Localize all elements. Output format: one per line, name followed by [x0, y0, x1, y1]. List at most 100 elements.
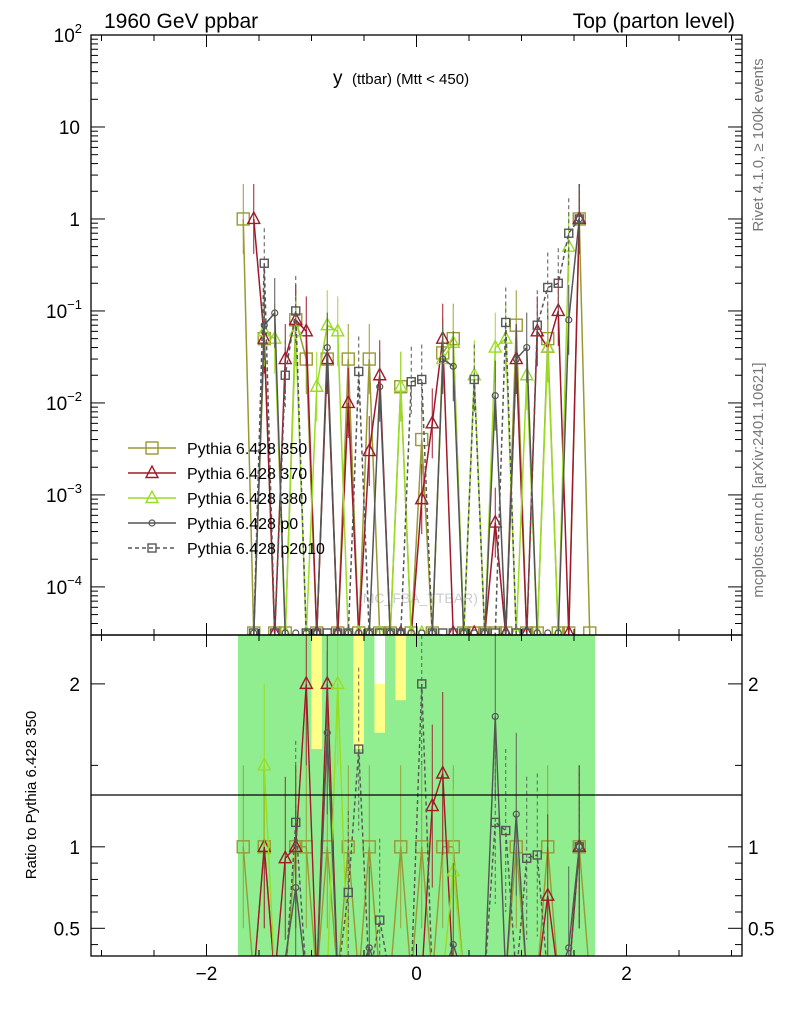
data-point [385, 628, 395, 635]
data-point [280, 370, 290, 380]
ratio-tick-label-right: 2 [748, 675, 759, 696]
data-point [246, 210, 261, 225]
header-left: 1960 GeV ppbar [104, 10, 258, 33]
data-point [414, 490, 429, 505]
green-band [553, 635, 564, 956]
data-point [271, 309, 279, 317]
y-tick-label: 1 [69, 210, 80, 231]
data-point [145, 441, 159, 455]
x-tick-label: 2 [621, 964, 632, 985]
data-point [439, 355, 447, 363]
ratio-line [285, 716, 580, 956]
series-3 [250, 183, 583, 635]
data-point [299, 675, 314, 690]
series-line [242, 218, 591, 635]
data-point [425, 414, 440, 429]
data-point [374, 624, 386, 635]
green-band [479, 635, 490, 956]
green-band [374, 732, 385, 956]
data-point [250, 629, 258, 635]
data-point [365, 944, 373, 952]
data-point [333, 628, 343, 635]
legend: Pythia 6.428 350 Pythia 6.428 370 Pythia 6… [128, 441, 325, 558]
data-point [448, 628, 458, 635]
plot-title-sub: (ttbar) (Mtt < 450) [352, 71, 469, 88]
axes-group: −2 0 2 102 10 1 10−1 10−2 10−3 10−4 0.5 0.5 1 1 2 2 [46, 21, 774, 985]
data-point [322, 628, 332, 635]
data-point [533, 629, 541, 635]
data-point [362, 352, 376, 366]
y-tick-label: 10−2 [46, 389, 82, 415]
y-tick-label: 10−3 [46, 481, 82, 507]
data-point [532, 850, 542, 860]
data-point [355, 629, 363, 635]
y-tick-label: 102 [54, 21, 82, 47]
data-point [257, 838, 272, 853]
green-band [248, 635, 259, 956]
data-point [281, 629, 289, 635]
legend-item: Pythia 6.428 370 [128, 464, 307, 483]
data-point [341, 352, 355, 366]
data-point [425, 797, 440, 812]
data-point [551, 302, 566, 317]
data-point [362, 442, 377, 457]
legend-label: Pythia 6.428 350 [187, 441, 307, 458]
data-point [469, 374, 479, 385]
data-point [501, 317, 511, 328]
data-point [418, 629, 426, 635]
data-point [511, 628, 521, 635]
data-point [407, 629, 415, 635]
data-point [354, 744, 364, 754]
ratio-ylabel: Ratio to Pythia 6.428 350 [23, 711, 40, 879]
data-point [330, 675, 345, 690]
data-point [236, 212, 250, 226]
data-point [144, 489, 160, 504]
data-point [532, 320, 542, 330]
data-point [459, 628, 469, 635]
data-point [344, 629, 352, 635]
data-point [563, 624, 575, 635]
data-point [354, 366, 364, 377]
data-point [522, 853, 532, 863]
data-point [148, 519, 156, 527]
ratio-line [285, 683, 580, 956]
green-band [311, 749, 322, 956]
data-point [417, 374, 427, 385]
data-point [565, 316, 573, 324]
data-point [397, 629, 405, 635]
rivet-label: Rivet 4.1.0, ≥ 100k events [750, 58, 767, 231]
data-point [447, 624, 459, 635]
data-point [490, 628, 500, 635]
data-point [415, 432, 429, 447]
data-point [417, 679, 427, 689]
data-point [512, 355, 520, 363]
data-point [488, 514, 503, 528]
data-point [449, 362, 457, 370]
data-point [291, 306, 301, 316]
green-band [458, 635, 469, 956]
legend-label: Pythia 6.428 p0 [187, 516, 298, 533]
data-point [512, 810, 520, 818]
legend-item: Pythia 6.428 p0 [128, 516, 298, 533]
data-point [386, 629, 394, 635]
data-point [144, 464, 160, 479]
data-point [564, 228, 574, 238]
data-point [406, 377, 416, 387]
ratio-series-group [236, 635, 589, 956]
data-point [364, 628, 374, 635]
data-point [540, 339, 555, 353]
ratio-series-4 [285, 635, 584, 956]
data-point [554, 629, 562, 635]
y-tick-label: 10−1 [46, 297, 82, 323]
legend-label: Pythia 6.428 380 [187, 491, 307, 508]
data-point [574, 214, 584, 224]
data-point [259, 258, 269, 268]
legend-label: Pythia 6.428 370 [187, 466, 307, 483]
data-point [574, 842, 584, 852]
green-band [469, 635, 480, 956]
data-point [147, 543, 157, 553]
y-tick-label: 10 [59, 118, 80, 139]
data-point [249, 628, 259, 635]
data-point [260, 321, 268, 329]
data-point [544, 629, 552, 635]
